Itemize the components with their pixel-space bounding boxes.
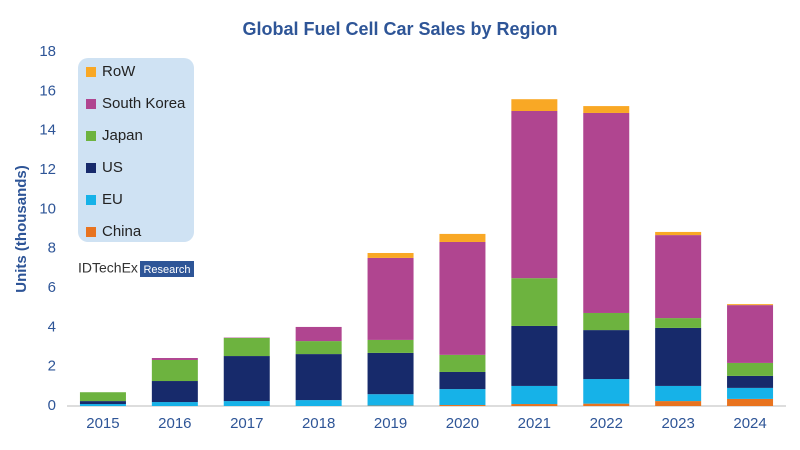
brand-tag: Research <box>143 264 190 276</box>
legend-swatch <box>86 67 96 77</box>
bar-segment <box>511 278 558 326</box>
legend-swatch <box>86 227 96 237</box>
bar-segment <box>367 257 414 340</box>
bar-segment <box>655 235 702 319</box>
bar-segment <box>727 375 774 388</box>
bar-segment <box>583 112 630 313</box>
legend-label: EU <box>102 191 123 208</box>
bar-segment <box>367 339 414 353</box>
bar-segment <box>583 312 630 331</box>
bar-segment <box>439 389 486 406</box>
bar-segment <box>511 111 558 279</box>
bar-segment <box>367 352 414 395</box>
y-tick-label: 4 <box>48 318 56 335</box>
chart-title: Global Fuel Cell Car Sales by Region <box>242 19 557 39</box>
bar-segment <box>439 371 486 390</box>
bar-segment <box>367 252 414 258</box>
y-tick-label: 10 <box>39 200 56 217</box>
brand-tag-box <box>140 261 194 277</box>
x-tick-label: 2016 <box>158 415 191 432</box>
brand: IDTechEx <box>78 260 138 276</box>
bar-segment <box>223 401 270 406</box>
legend-swatch <box>86 131 96 141</box>
bar-segment <box>727 362 774 376</box>
y-tick-label: 8 <box>48 240 56 257</box>
legend-label: US <box>102 159 123 176</box>
y-tick-label: 0 <box>48 397 56 414</box>
bar-segment <box>295 326 342 342</box>
bar-segment <box>511 325 558 386</box>
y-tick-label: 2 <box>48 358 56 375</box>
legend-swatch <box>86 99 96 109</box>
bar-segment <box>655 318 702 328</box>
bar-segment <box>151 358 198 360</box>
bar-segment <box>655 385 702 402</box>
x-tick-label: 2022 <box>590 415 623 432</box>
y-axis-label: Units (thousands) <box>13 165 30 293</box>
bar-segment <box>655 401 702 406</box>
bar-segment <box>727 387 774 399</box>
y-tick-label: 12 <box>39 161 56 178</box>
bar-segment <box>367 394 414 406</box>
bar-segment <box>727 305 774 363</box>
legend-box <box>78 58 194 242</box>
legend-swatch <box>86 195 96 205</box>
legend-label: South Korea <box>102 95 186 112</box>
bar-segment <box>151 381 198 403</box>
x-tick-label: 2018 <box>302 415 335 432</box>
x-tick-label: 2021 <box>518 415 551 432</box>
bar-segment <box>223 337 270 357</box>
bar-segment <box>439 354 486 372</box>
bar-segment <box>583 330 630 380</box>
bar-segment <box>439 405 486 406</box>
bar-segment <box>511 385 558 405</box>
legend-label: China <box>102 223 142 240</box>
x-tick-label: 2024 <box>733 415 766 432</box>
bar-segment <box>439 241 486 355</box>
bar-segment <box>727 398 774 406</box>
x-tick-label: 2020 <box>446 415 479 432</box>
bar-segment <box>583 403 630 406</box>
bar-segment <box>583 379 630 404</box>
bar-segment <box>79 392 126 402</box>
bar-segment <box>79 404 126 406</box>
bar-segment <box>151 402 198 406</box>
x-tick-label: 2023 <box>661 415 694 432</box>
bar-segment <box>511 404 558 406</box>
y-tick-label: 16 <box>39 82 56 99</box>
bar-segment <box>151 359 198 382</box>
bar-segment <box>79 401 126 405</box>
legend-label: Japan <box>102 127 143 144</box>
bar-segment <box>439 233 486 242</box>
bar-segment <box>511 99 558 111</box>
y-tick-label: 6 <box>48 279 56 296</box>
x-tick-label: 2015 <box>86 415 119 432</box>
bar-segment <box>295 354 342 401</box>
bar-segment <box>655 327 702 386</box>
bar-segment <box>223 356 270 402</box>
x-tick-label: 2019 <box>374 415 407 432</box>
x-tick-label: 2017 <box>230 415 263 432</box>
legend-label: RoW <box>102 63 136 80</box>
bar-segment <box>727 304 774 306</box>
bar-segment <box>295 341 342 355</box>
y-tick-label: 18 <box>39 43 56 60</box>
bar-segment <box>583 106 630 113</box>
bar-segment <box>295 400 342 406</box>
bar-segment <box>655 231 702 236</box>
legend-swatch <box>86 163 96 173</box>
y-tick-label: 14 <box>39 122 56 139</box>
